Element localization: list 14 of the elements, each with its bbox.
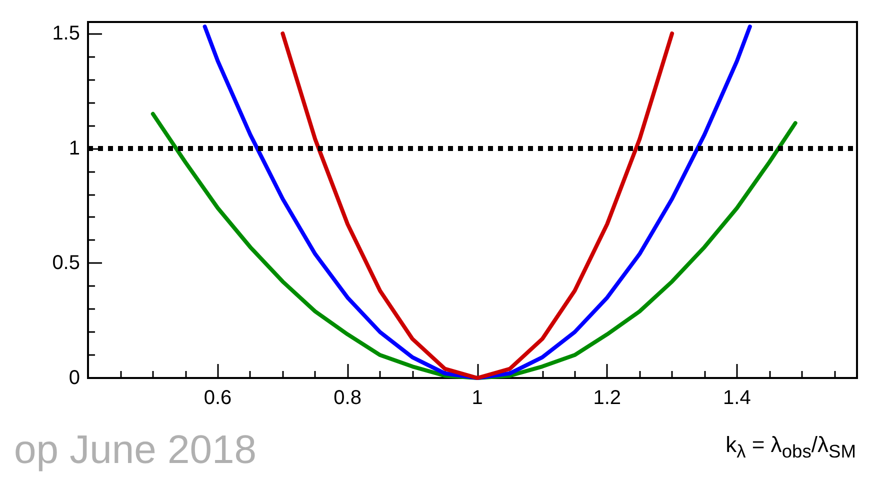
x-tick-label: 1.4 [723, 387, 751, 409]
x-tick-label: 0.8 [334, 387, 362, 409]
y-tick-label: 1 [68, 137, 80, 160]
line-series [150, 112, 798, 380]
x-axis-title: k$_{λ}$ = λ$_{obs}$/λ$_{SM}$ [726, 432, 856, 462]
y-tick-label: 0.5 [52, 252, 80, 274]
x-tick-label: 1.2 [593, 387, 622, 409]
x-tick-label: 1 [472, 387, 483, 409]
line-series [202, 24, 752, 380]
line-series [280, 31, 674, 380]
y-tick-label: 0 [68, 367, 80, 389]
x-tick-label: 0.6 [204, 387, 232, 409]
y-tick-label: 1.5 [52, 22, 80, 44]
text: op June 2018 [14, 428, 256, 472]
